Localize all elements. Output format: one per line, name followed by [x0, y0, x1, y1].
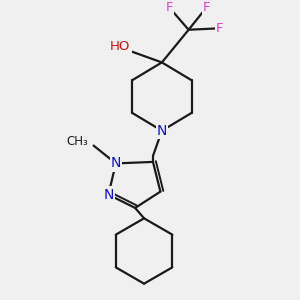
Text: N: N — [111, 156, 121, 170]
Text: F: F — [216, 22, 224, 35]
Text: N: N — [103, 188, 114, 202]
Text: CH₃: CH₃ — [66, 135, 88, 148]
Text: F: F — [166, 1, 173, 14]
Text: HO: HO — [110, 40, 130, 52]
Text: N: N — [157, 124, 167, 138]
Text: F: F — [203, 1, 210, 14]
